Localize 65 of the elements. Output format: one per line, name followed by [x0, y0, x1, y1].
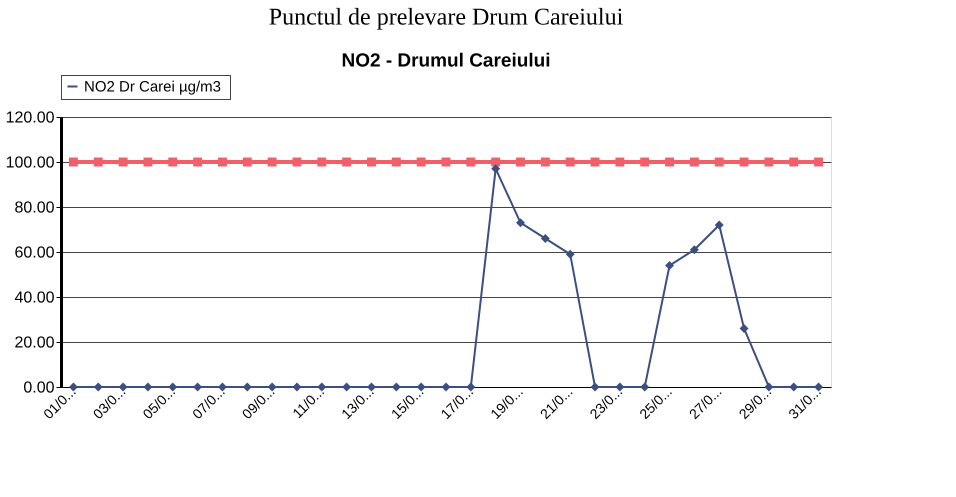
point [714, 220, 724, 230]
point [615, 382, 624, 392]
y-tick-label: 20.00 [14, 334, 55, 352]
point [690, 158, 699, 166]
point [442, 382, 450, 392]
point [442, 158, 450, 166]
y-tick-label: 100.00 [6, 154, 55, 172]
point [491, 164, 500, 174]
point [516, 218, 525, 228]
y-tick-label: 80.00 [14, 200, 55, 216]
point [342, 158, 352, 166]
y-tick-label: 60.00 [14, 244, 55, 262]
chart-subtitle: NO2 - Drumul Careiului [341, 50, 551, 72]
point [94, 158, 103, 166]
point [367, 382, 376, 392]
point [615, 158, 624, 166]
point [94, 382, 103, 392]
point [118, 158, 128, 166]
point [740, 324, 749, 333]
point [714, 158, 724, 166]
point [789, 158, 798, 166]
point [367, 158, 376, 166]
legend-label: NO2 Dr Carei µg/m3 [84, 78, 222, 96]
point [491, 158, 500, 166]
point [193, 158, 202, 166]
point [466, 382, 476, 392]
point [342, 382, 352, 392]
point [740, 158, 749, 166]
point [540, 158, 550, 166]
point [516, 158, 525, 166]
point [292, 158, 302, 166]
point [540, 234, 550, 243]
point [590, 158, 600, 166]
point [789, 382, 798, 392]
point [268, 158, 277, 166]
point [764, 382, 774, 392]
point [168, 382, 178, 392]
point [665, 158, 674, 166]
point [392, 382, 401, 392]
point [168, 158, 178, 166]
y-tick-label: 120.00 [6, 110, 55, 126]
point [566, 158, 575, 166]
y-tick-label: 0.00 [23, 380, 55, 396]
point [242, 158, 252, 166]
point [392, 158, 401, 166]
point [690, 245, 699, 254]
point [814, 382, 824, 392]
point [764, 158, 774, 166]
point [814, 158, 824, 166]
point [218, 158, 227, 166]
point [242, 382, 252, 392]
point [640, 158, 650, 166]
point [640, 382, 650, 392]
point [466, 158, 476, 166]
point [317, 382, 326, 392]
point [665, 261, 674, 270]
point [317, 158, 326, 166]
point [68, 382, 78, 392]
chart-title: Punctul de prelevare Drum Careiului [268, 4, 624, 30]
point [566, 250, 575, 259]
point [416, 158, 426, 166]
point [416, 382, 426, 392]
point [143, 158, 152, 166]
y-tick-label: 40.00 [14, 290, 55, 306]
point [68, 158, 78, 166]
